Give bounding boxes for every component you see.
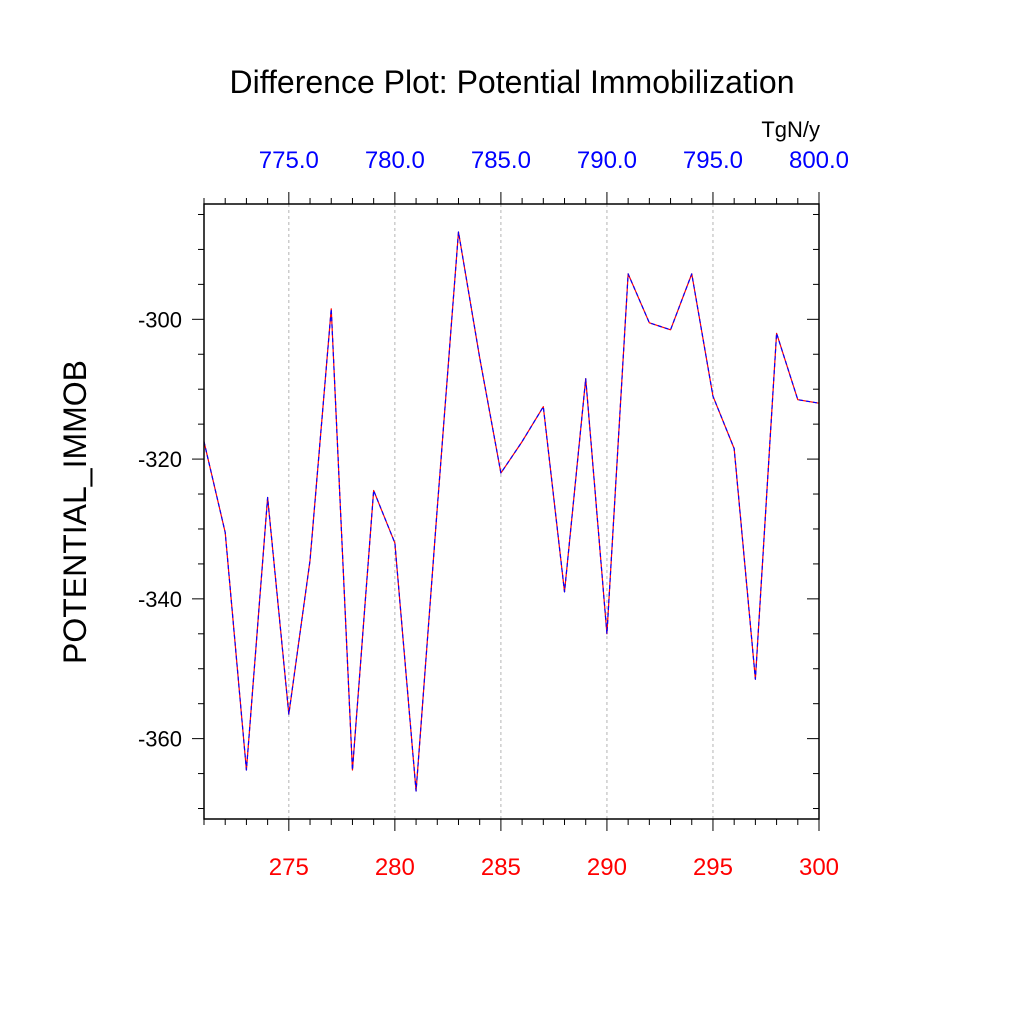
tick-labels: 275 280 285 290 295 300 775.0 780.0 785.0 790.0 79… xyxy=(138,147,849,881)
x-top-tick-label: 800.0 xyxy=(789,147,849,174)
x-top-tick-label: 790.0 xyxy=(577,147,637,174)
x-bottom-tick-label: 300 xyxy=(799,854,839,881)
series-line-2 xyxy=(203,231,820,792)
x-bottom-tick-label: 290 xyxy=(587,854,627,881)
y-tick-label: -340 xyxy=(138,587,182,612)
x-top-tick-label: 775.0 xyxy=(259,147,319,174)
y-tick-label: -300 xyxy=(138,307,182,332)
x-bottom-tick-label: 285 xyxy=(481,854,521,881)
x-bottom-tick-label: 280 xyxy=(375,854,415,881)
x-top-tick-label: 780.0 xyxy=(365,147,425,174)
x-top-tick-label: 795.0 xyxy=(683,147,743,174)
y-tick-label: -360 xyxy=(138,727,182,752)
units-label: TgN/y xyxy=(761,117,820,142)
grid-lines xyxy=(288,204,714,819)
axes xyxy=(192,192,820,831)
x-bottom-tick-label: 275 xyxy=(269,854,309,881)
chart-title: Difference Plot: Potential Immobilizatio… xyxy=(229,64,794,100)
series-line-1 xyxy=(203,231,820,792)
x-bottom-tick-label: 295 xyxy=(693,854,733,881)
x-top-tick-label: 785.0 xyxy=(471,147,531,174)
y-axis-label: POTENTIAL_IMMOB xyxy=(57,360,93,664)
plot-frame xyxy=(203,203,820,820)
y-tick-label: -320 xyxy=(138,447,182,472)
series-lines xyxy=(203,231,820,792)
